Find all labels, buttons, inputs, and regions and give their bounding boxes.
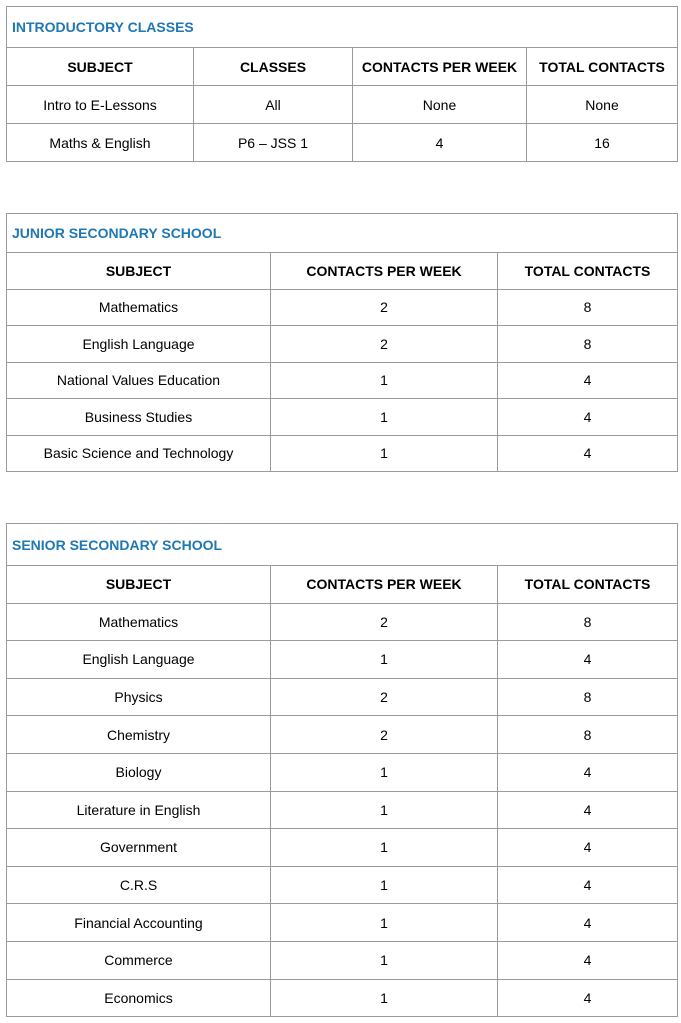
table-cell: 4 bbox=[496, 940, 679, 980]
table-cell: English Language bbox=[6, 325, 271, 363]
table-cell: 2 bbox=[270, 288, 498, 326]
header-row: SUBJECT CONTACTS PER WEEK TOTAL CONTACTS bbox=[6, 252, 678, 290]
table-row: Intro to E-Lessons All None None bbox=[6, 85, 679, 124]
column-header: SUBJECT bbox=[6, 252, 271, 290]
column-header: SUBJECT bbox=[6, 47, 194, 86]
table-row: Government 1 4 bbox=[6, 828, 679, 867]
table-cell: Chemistry bbox=[6, 715, 271, 754]
table-cell: Physics bbox=[6, 677, 271, 717]
table-row: C.R.S 1 4 bbox=[6, 865, 679, 905]
column-header: CONTACTS PER WEEK bbox=[270, 252, 498, 290]
table-row: English Language 2 8 bbox=[6, 325, 678, 363]
table-cell: 1 bbox=[270, 434, 498, 472]
table-row: Economics 1 4 bbox=[6, 978, 679, 1018]
table-cell: 4 bbox=[496, 828, 679, 867]
table-cell: 1 bbox=[270, 790, 498, 830]
table-cell: P6 – JSS 1 bbox=[193, 123, 353, 162]
table-cell: 1 bbox=[270, 978, 498, 1018]
table-cell: Mathematics bbox=[6, 602, 271, 642]
column-header: CLASSES bbox=[193, 47, 353, 86]
table-cell: Biology bbox=[6, 752, 271, 792]
table-row: English Language 1 4 bbox=[6, 640, 679, 679]
table-title: INTRODUCTORY CLASSES bbox=[5, 6, 679, 48]
table-row: National Values Education 1 4 bbox=[6, 361, 678, 399]
table-cell: None bbox=[525, 85, 679, 124]
table-cell: Commerce bbox=[6, 940, 271, 980]
table-cell: 8 bbox=[496, 715, 679, 754]
column-header: TOTAL CONTACTS bbox=[497, 252, 678, 290]
table-row: Basic Science and Technology 1 4 bbox=[6, 434, 678, 472]
table-cell: Intro to E-Lessons bbox=[6, 85, 194, 124]
header-row: SUBJECT CLASSES CONTACTS PER WEEK TOTAL CON… bbox=[6, 47, 679, 86]
table-cell: 4 bbox=[496, 903, 679, 942]
table-row: Biology 1 4 bbox=[6, 752, 679, 792]
column-header: TOTAL CONTACTS bbox=[496, 565, 679, 604]
column-header: TOTAL CONTACTS bbox=[525, 47, 679, 86]
table-cell: 2 bbox=[270, 325, 498, 363]
table-row: Physics 2 8 bbox=[6, 677, 679, 717]
senior-secondary-table: SENIOR SECONDARY SCHOOL SUBJECT CONTACTS P… bbox=[5, 523, 679, 1018]
junior-secondary-table: JUNIOR SECONDARY SCHOOL SUBJECT CONTACTS P… bbox=[6, 213, 678, 472]
column-header: CONTACTS PER WEEK bbox=[270, 565, 498, 604]
table-cell: Maths & English bbox=[6, 123, 194, 162]
table-cell: 4 bbox=[496, 978, 679, 1018]
table-row: Mathematics 2 8 bbox=[6, 602, 679, 642]
table-cell: 1 bbox=[270, 640, 498, 679]
table-cell: 8 bbox=[496, 602, 679, 642]
introductory-classes-table: INTRODUCTORY CLASSES SUBJECT CLASSES CONTAC… bbox=[5, 6, 679, 162]
table-cell: 1 bbox=[270, 903, 498, 942]
table-cell: 8 bbox=[497, 288, 678, 326]
table-cell: 1 bbox=[270, 828, 498, 867]
table-cell: Literature in English bbox=[6, 790, 271, 830]
table-cell: All bbox=[193, 85, 353, 124]
table-cell: Basic Science and Technology bbox=[6, 434, 271, 472]
table-cell: 2 bbox=[270, 677, 498, 717]
table-cell: 4 bbox=[496, 790, 679, 830]
table-row: Maths & English P6 – JSS 1 4 16 bbox=[6, 123, 679, 162]
table-cell: 4 bbox=[496, 865, 679, 905]
table-cell: 1 bbox=[270, 865, 498, 905]
column-header: CONTACTS PER WEEK bbox=[352, 47, 527, 86]
table-row: Literature in English 1 4 bbox=[6, 790, 679, 830]
table-cell: Financial Accounting bbox=[6, 903, 271, 942]
table-cell: 1 bbox=[270, 940, 498, 980]
table-title: SENIOR SECONDARY SCHOOL bbox=[5, 523, 679, 566]
table-row: Financial Accounting 1 4 bbox=[6, 903, 679, 942]
table-cell: 4 bbox=[497, 398, 678, 436]
table-cell: 8 bbox=[496, 677, 679, 717]
table-cell: 4 bbox=[497, 361, 678, 399]
table-cell: 8 bbox=[497, 325, 678, 363]
table-cell: C.R.S bbox=[6, 865, 271, 905]
table-cell: 2 bbox=[270, 602, 498, 642]
table-row: Chemistry 2 8 bbox=[6, 715, 679, 754]
table-row: Business Studies 1 4 bbox=[6, 398, 678, 436]
table-title: JUNIOR SECONDARY SCHOOL bbox=[6, 213, 678, 253]
table-cell: 4 bbox=[496, 640, 679, 679]
table-cell: Business Studies bbox=[6, 398, 271, 436]
table-cell: 2 bbox=[270, 715, 498, 754]
table-row: Commerce 1 4 bbox=[6, 940, 679, 980]
column-header: SUBJECT bbox=[6, 565, 271, 604]
table-cell: 1 bbox=[270, 361, 498, 399]
table-cell: 4 bbox=[496, 752, 679, 792]
table-cell: Government bbox=[6, 828, 271, 867]
table-row: Mathematics 2 8 bbox=[6, 288, 678, 326]
table-cell: 4 bbox=[352, 123, 527, 162]
table-cell: 1 bbox=[270, 752, 498, 792]
table-cell: English Language bbox=[6, 640, 271, 679]
table-cell: None bbox=[352, 85, 527, 124]
table-cell: Economics bbox=[6, 978, 271, 1018]
table-cell: 16 bbox=[525, 123, 679, 162]
table-cell: 1 bbox=[270, 398, 498, 436]
table-cell: Mathematics bbox=[6, 288, 271, 326]
table-cell: National Values Education bbox=[6, 361, 271, 399]
header-row: SUBJECT CONTACTS PER WEEK TOTAL CONTACTS bbox=[6, 565, 679, 604]
table-cell: 4 bbox=[497, 434, 678, 472]
